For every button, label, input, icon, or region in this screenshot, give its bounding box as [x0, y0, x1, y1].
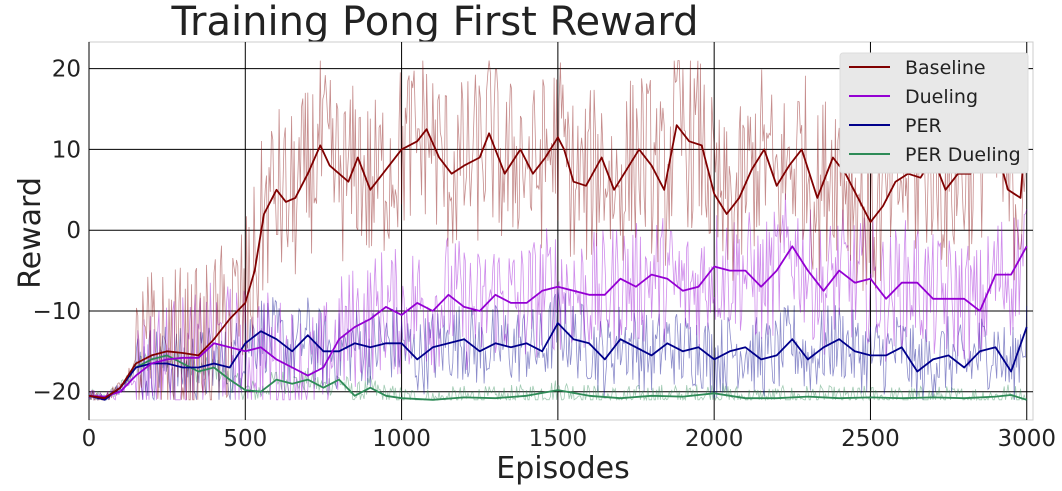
- x-tick-label: 500: [223, 426, 267, 452]
- legend-label: Baseline: [905, 57, 986, 79]
- series-line-per: [88, 322, 1028, 401]
- raw-line-dueling: [88, 193, 1028, 401]
- y-tick-label: 10: [52, 137, 81, 163]
- y-tick-label: 0: [66, 218, 81, 244]
- legend-box: [839, 52, 1029, 174]
- x-tick-label: 1500: [529, 426, 588, 452]
- series-line-baseline: [88, 117, 1028, 400]
- y-tick-label: −20: [32, 380, 81, 406]
- y-axis-label: Reward: [13, 177, 48, 289]
- x-tick-label: 3000: [997, 426, 1056, 452]
- legend-label: Dueling: [905, 86, 978, 108]
- series-line-per-dueling: [88, 354, 1027, 401]
- raw-line-baseline: [88, 60, 1028, 401]
- raw-line-per: [88, 289, 1028, 402]
- x-tick-label: 1000: [372, 426, 431, 452]
- smoothed-reward-lines: [88, 117, 1028, 401]
- series-line-dueling: [88, 245, 1028, 398]
- y-tick-label: 20: [52, 57, 81, 83]
- x-tick-label: 2000: [685, 426, 744, 452]
- y-tick-label: −10: [32, 299, 81, 325]
- y-axis-ticks: −20 −10 0 10 20: [32, 57, 81, 406]
- legend-label: PER Dueling: [905, 144, 1021, 166]
- legend-label: PER: [905, 115, 942, 137]
- legend: Baseline Dueling PER PER Dueling: [839, 52, 1029, 174]
- x-axis-ticks: 0 500 1000 1500 2000 2500 3000: [82, 426, 1056, 452]
- x-tick-label: 2500: [841, 426, 900, 452]
- chart-title: Training Pong First Reward: [170, 0, 698, 45]
- x-axis-label: Episodes: [496, 451, 629, 486]
- x-tick-label: 0: [82, 426, 97, 452]
